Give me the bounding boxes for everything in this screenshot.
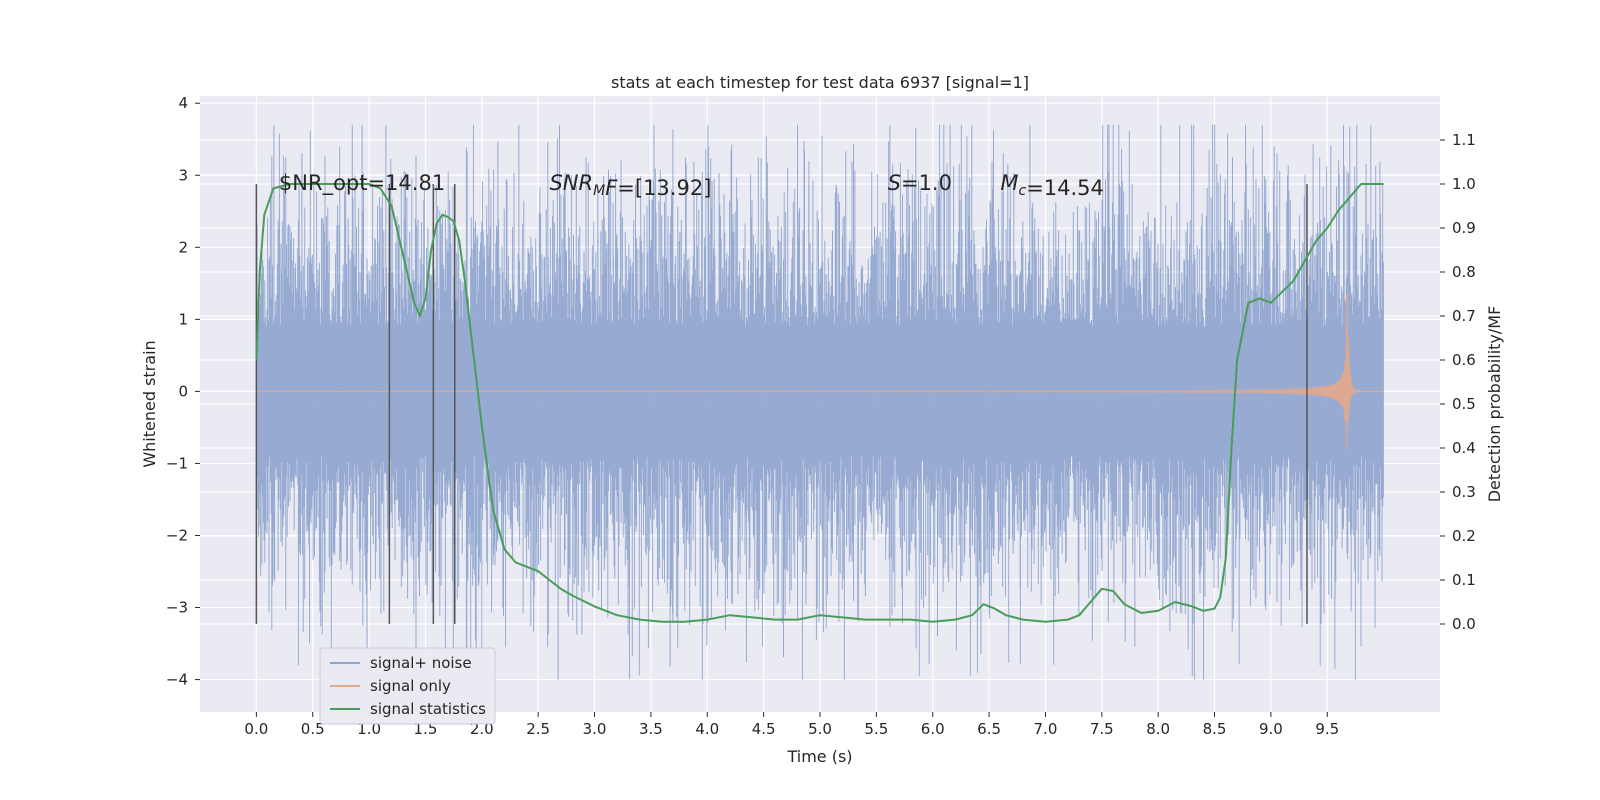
x-tick-label: 0.5 <box>301 720 325 738</box>
x-tick-label: 4.5 <box>752 720 776 738</box>
annotation-3: Mc=14.54 <box>1000 171 1104 200</box>
y-right-axis-label: Detection probability/MF <box>1485 306 1504 503</box>
y-right-tick-label: 0.6 <box>1452 351 1476 369</box>
x-tick-label: 9.0 <box>1259 720 1283 738</box>
x-tick-label: 7.0 <box>1034 720 1058 738</box>
legend-label-stats: signal statistics <box>370 700 486 718</box>
y-left-tick-label: 2 <box>178 238 188 256</box>
x-tick-label: 3.0 <box>583 720 607 738</box>
y-left-tick-label: −3 <box>166 599 188 617</box>
x-tick-label: 6.0 <box>921 720 945 738</box>
legend: signal+ noise signal only signal statist… <box>319 647 496 725</box>
y-right-tick-label: 0.0 <box>1452 615 1476 633</box>
annotation-1: SNRMF=[13.92] <box>549 171 711 200</box>
y-right-tick-label: 0.8 <box>1452 263 1476 281</box>
y-right-tick-label: 0.1 <box>1452 571 1476 589</box>
y-right-tick-label: 0.7 <box>1452 307 1476 325</box>
signal-only-series <box>256 292 1384 450</box>
annotation-0: $NR_opt=14.81 <box>279 171 445 196</box>
x-tick-label: 8.0 <box>1146 720 1170 738</box>
y-right-tick-label: 0.9 <box>1452 219 1476 237</box>
x-axis-ticks: 0.0 0.5 1.0 1.5 2.0 2.5 3.0 3.5 4.0 4.5 5.0 5.5 6.0 6… <box>244 712 1339 738</box>
x-tick-label: 6.5 <box>977 720 1001 738</box>
x-tick-label: 5.5 <box>864 720 888 738</box>
legend-label-noise: signal+ noise <box>370 654 472 672</box>
annotations: $NR_opt=14.81 SNRMF=[13.92] S=1.0 Mc=14.54 <box>279 171 1104 200</box>
y-left-tick-label: 3 <box>178 166 188 184</box>
x-tick-label: 9.5 <box>1315 720 1339 738</box>
legend-box <box>319 647 496 725</box>
y-right-tick-label: 1.0 <box>1452 175 1476 193</box>
y-left-axis-ticks: −4 −3 −2 −1 0 1 2 3 4 <box>166 94 200 689</box>
y-left-axis-label: Whitened strain <box>140 340 159 467</box>
statistics-line <box>255 183 1384 623</box>
y-right-tick-label: 1.1 <box>1452 131 1476 149</box>
y-right-tick-label: 0.3 <box>1452 483 1476 501</box>
y-left-tick-label: −1 <box>166 454 188 472</box>
y-left-tick-label: 1 <box>178 310 188 328</box>
y-left-tick-label: 4 <box>178 94 188 112</box>
y-right-tick-label: 0.2 <box>1452 527 1476 545</box>
x-axis-label: Time (s) <box>786 747 852 766</box>
signal-trace <box>256 292 1384 450</box>
x-tick-label: 7.5 <box>1090 720 1114 738</box>
y-left-tick-label: 0 <box>178 382 188 400</box>
y-left-tick-label: −2 <box>166 526 188 544</box>
x-tick-label: 5.0 <box>808 720 832 738</box>
legend-label-signal: signal only <box>370 677 451 695</box>
x-tick-label: 0.0 <box>244 720 268 738</box>
vertical-markers <box>255 184 1308 624</box>
signal-statistics-series <box>255 183 1384 623</box>
y-right-axis-ticks: 0.0 0.1 0.2 0.3 0.4 0.5 0.6 0.7 0.8 0.9 1.0 1.1 <box>1440 131 1476 633</box>
y-right-tick-label: 0.4 <box>1452 439 1476 457</box>
x-tick-label: 3.5 <box>639 720 663 738</box>
chart-title: stats at each timestep for test data 693… <box>611 73 1029 92</box>
annotation-2: S=1.0 <box>888 171 952 195</box>
y-right-tick-label: 0.5 <box>1452 395 1476 413</box>
y-left-tick-label: −4 <box>166 671 188 689</box>
x-tick-label: 8.5 <box>1203 720 1227 738</box>
x-tick-label: 2.5 <box>526 720 550 738</box>
x-tick-label: 4.0 <box>695 720 719 738</box>
